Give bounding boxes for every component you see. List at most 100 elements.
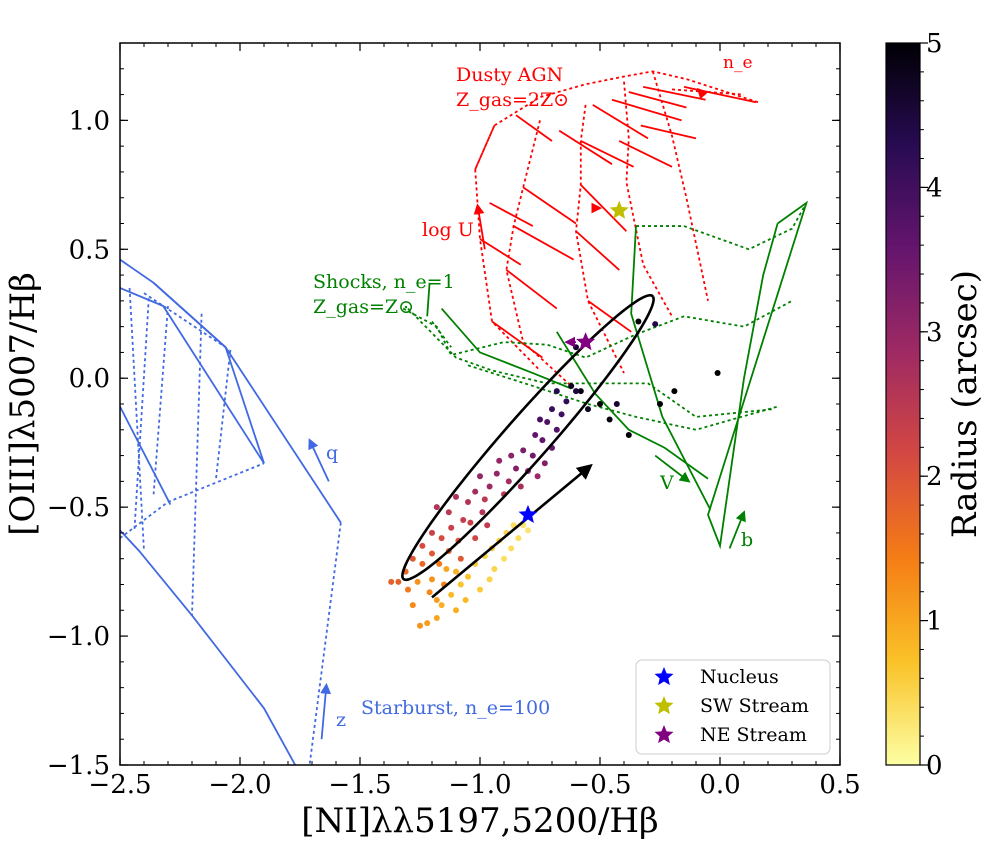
y-tick-label: 1.0 (69, 106, 110, 136)
agn-logu-arrow (473, 203, 486, 250)
scatter-point (652, 321, 659, 328)
scatter-point (508, 452, 515, 459)
scatter-point (496, 457, 503, 464)
legend-label: SW Stream (700, 695, 809, 717)
legend-marker (654, 667, 674, 686)
scatter-point (443, 566, 450, 573)
scatter-point (517, 483, 524, 490)
starburst-grid-line (120, 258, 342, 524)
shock-v-arrow (654, 454, 691, 483)
trend-overlay (308, 87, 746, 740)
colorbar: 0 1 2 3 4 5 Radius (arcsec) (885, 29, 985, 781)
y-tick-label: 0.0 (69, 364, 110, 394)
model-grids (120, 70, 809, 765)
scatter-point (409, 555, 416, 562)
agn-grid-line (580, 184, 628, 232)
trend-arrow (431, 463, 593, 599)
scatter-point (625, 431, 632, 438)
agn-grid-line (489, 202, 534, 227)
scatter-point (493, 470, 500, 477)
x-tick-label: −2.0 (208, 770, 271, 800)
y-axis-label: [OIII]λ5007/Hβ (3, 272, 43, 536)
scatter-point (577, 388, 584, 395)
scatter-point (465, 573, 471, 580)
scatter-point (436, 560, 443, 567)
agn-grid-line (580, 140, 634, 168)
scatter-point (462, 596, 469, 603)
scatter-point (477, 586, 483, 593)
scatter-point (613, 401, 620, 407)
x-tick-label: −1.0 (448, 770, 511, 800)
agn-grid-line (505, 269, 558, 310)
starburst-grid-line (120, 529, 296, 765)
y-tick-label: −1.5 (47, 751, 110, 781)
agn-grid-line (643, 85, 706, 101)
shock-grid-line (630, 226, 712, 511)
scatter-point (573, 344, 579, 351)
scatter-point (597, 401, 603, 407)
legend-marker (654, 696, 674, 715)
scatter-point (409, 602, 416, 609)
x-tick-label: 0.0 (699, 770, 740, 800)
shock-v-label: V (659, 472, 674, 494)
agn-grid-line (628, 91, 687, 109)
agn-grid-line (558, 129, 613, 165)
scatter-point (424, 620, 431, 627)
agn-grid-line (683, 85, 757, 104)
colorbar-bar (885, 42, 921, 766)
colorbar-tick-label: 3 (926, 318, 943, 348)
scatter-point (388, 578, 395, 585)
scatter-point (472, 488, 479, 495)
legend: Nucleus SW Stream NE Stream (635, 659, 831, 755)
scatter-point (573, 388, 579, 395)
agn-grid-line (623, 81, 673, 317)
shock-b-arrow (728, 510, 746, 549)
scatter-point (553, 426, 560, 433)
star-sw-stream (609, 200, 629, 219)
scatter-point (405, 586, 411, 593)
x-tick-label: 0.5 (819, 770, 860, 800)
scatter-point (501, 555, 507, 562)
agn-ne-label: n_e (723, 53, 753, 73)
scatter-point (484, 522, 491, 529)
scatter-point (520, 447, 527, 454)
y-tick-label: −0.5 (47, 493, 110, 523)
annotations: Dusty AGN Z_gas=2Z⊙ n_e log U Shocks, n_… (313, 53, 753, 731)
scatter-point (467, 519, 474, 526)
scatter-point (525, 527, 531, 534)
agn-ne-arrow (696, 87, 709, 100)
scatter-point (549, 406, 555, 413)
scatter-point (419, 560, 426, 567)
scatter-point (541, 460, 548, 467)
agn-grid-line (474, 70, 759, 170)
agn-grid-line (522, 186, 577, 225)
scatter-point (472, 535, 479, 542)
scatter-point (532, 431, 539, 438)
agn-grid-line (515, 114, 553, 142)
starburst-q-label: q (326, 442, 338, 464)
scatter-point (486, 483, 493, 490)
scatter-point (433, 615, 440, 622)
shock-grid-line (636, 202, 808, 251)
scatter-point (414, 578, 421, 585)
scatter-point (563, 398, 570, 405)
scatter-point (534, 473, 541, 480)
scatter-point (433, 596, 440, 603)
scatter-point (438, 535, 445, 542)
x-tick-label: −2.5 (88, 770, 151, 800)
colorbar-tick-label: 4 (926, 173, 943, 203)
starburst-grid-line (120, 462, 265, 539)
scatter-point (486, 576, 493, 583)
agn-logu-label: log U (422, 219, 474, 241)
plot-frame (119, 42, 841, 766)
agn-grid-line (575, 104, 625, 374)
agn-grid-line (618, 140, 673, 168)
scatter-point (395, 578, 402, 585)
shock-grid-line (407, 307, 773, 418)
shock-metallicity-label: Z_gas=Z⊙ (313, 296, 414, 318)
scatter-point (510, 522, 517, 529)
scatter-point (481, 496, 488, 503)
agn-grid-line (592, 104, 649, 140)
scatter-point (635, 318, 642, 325)
